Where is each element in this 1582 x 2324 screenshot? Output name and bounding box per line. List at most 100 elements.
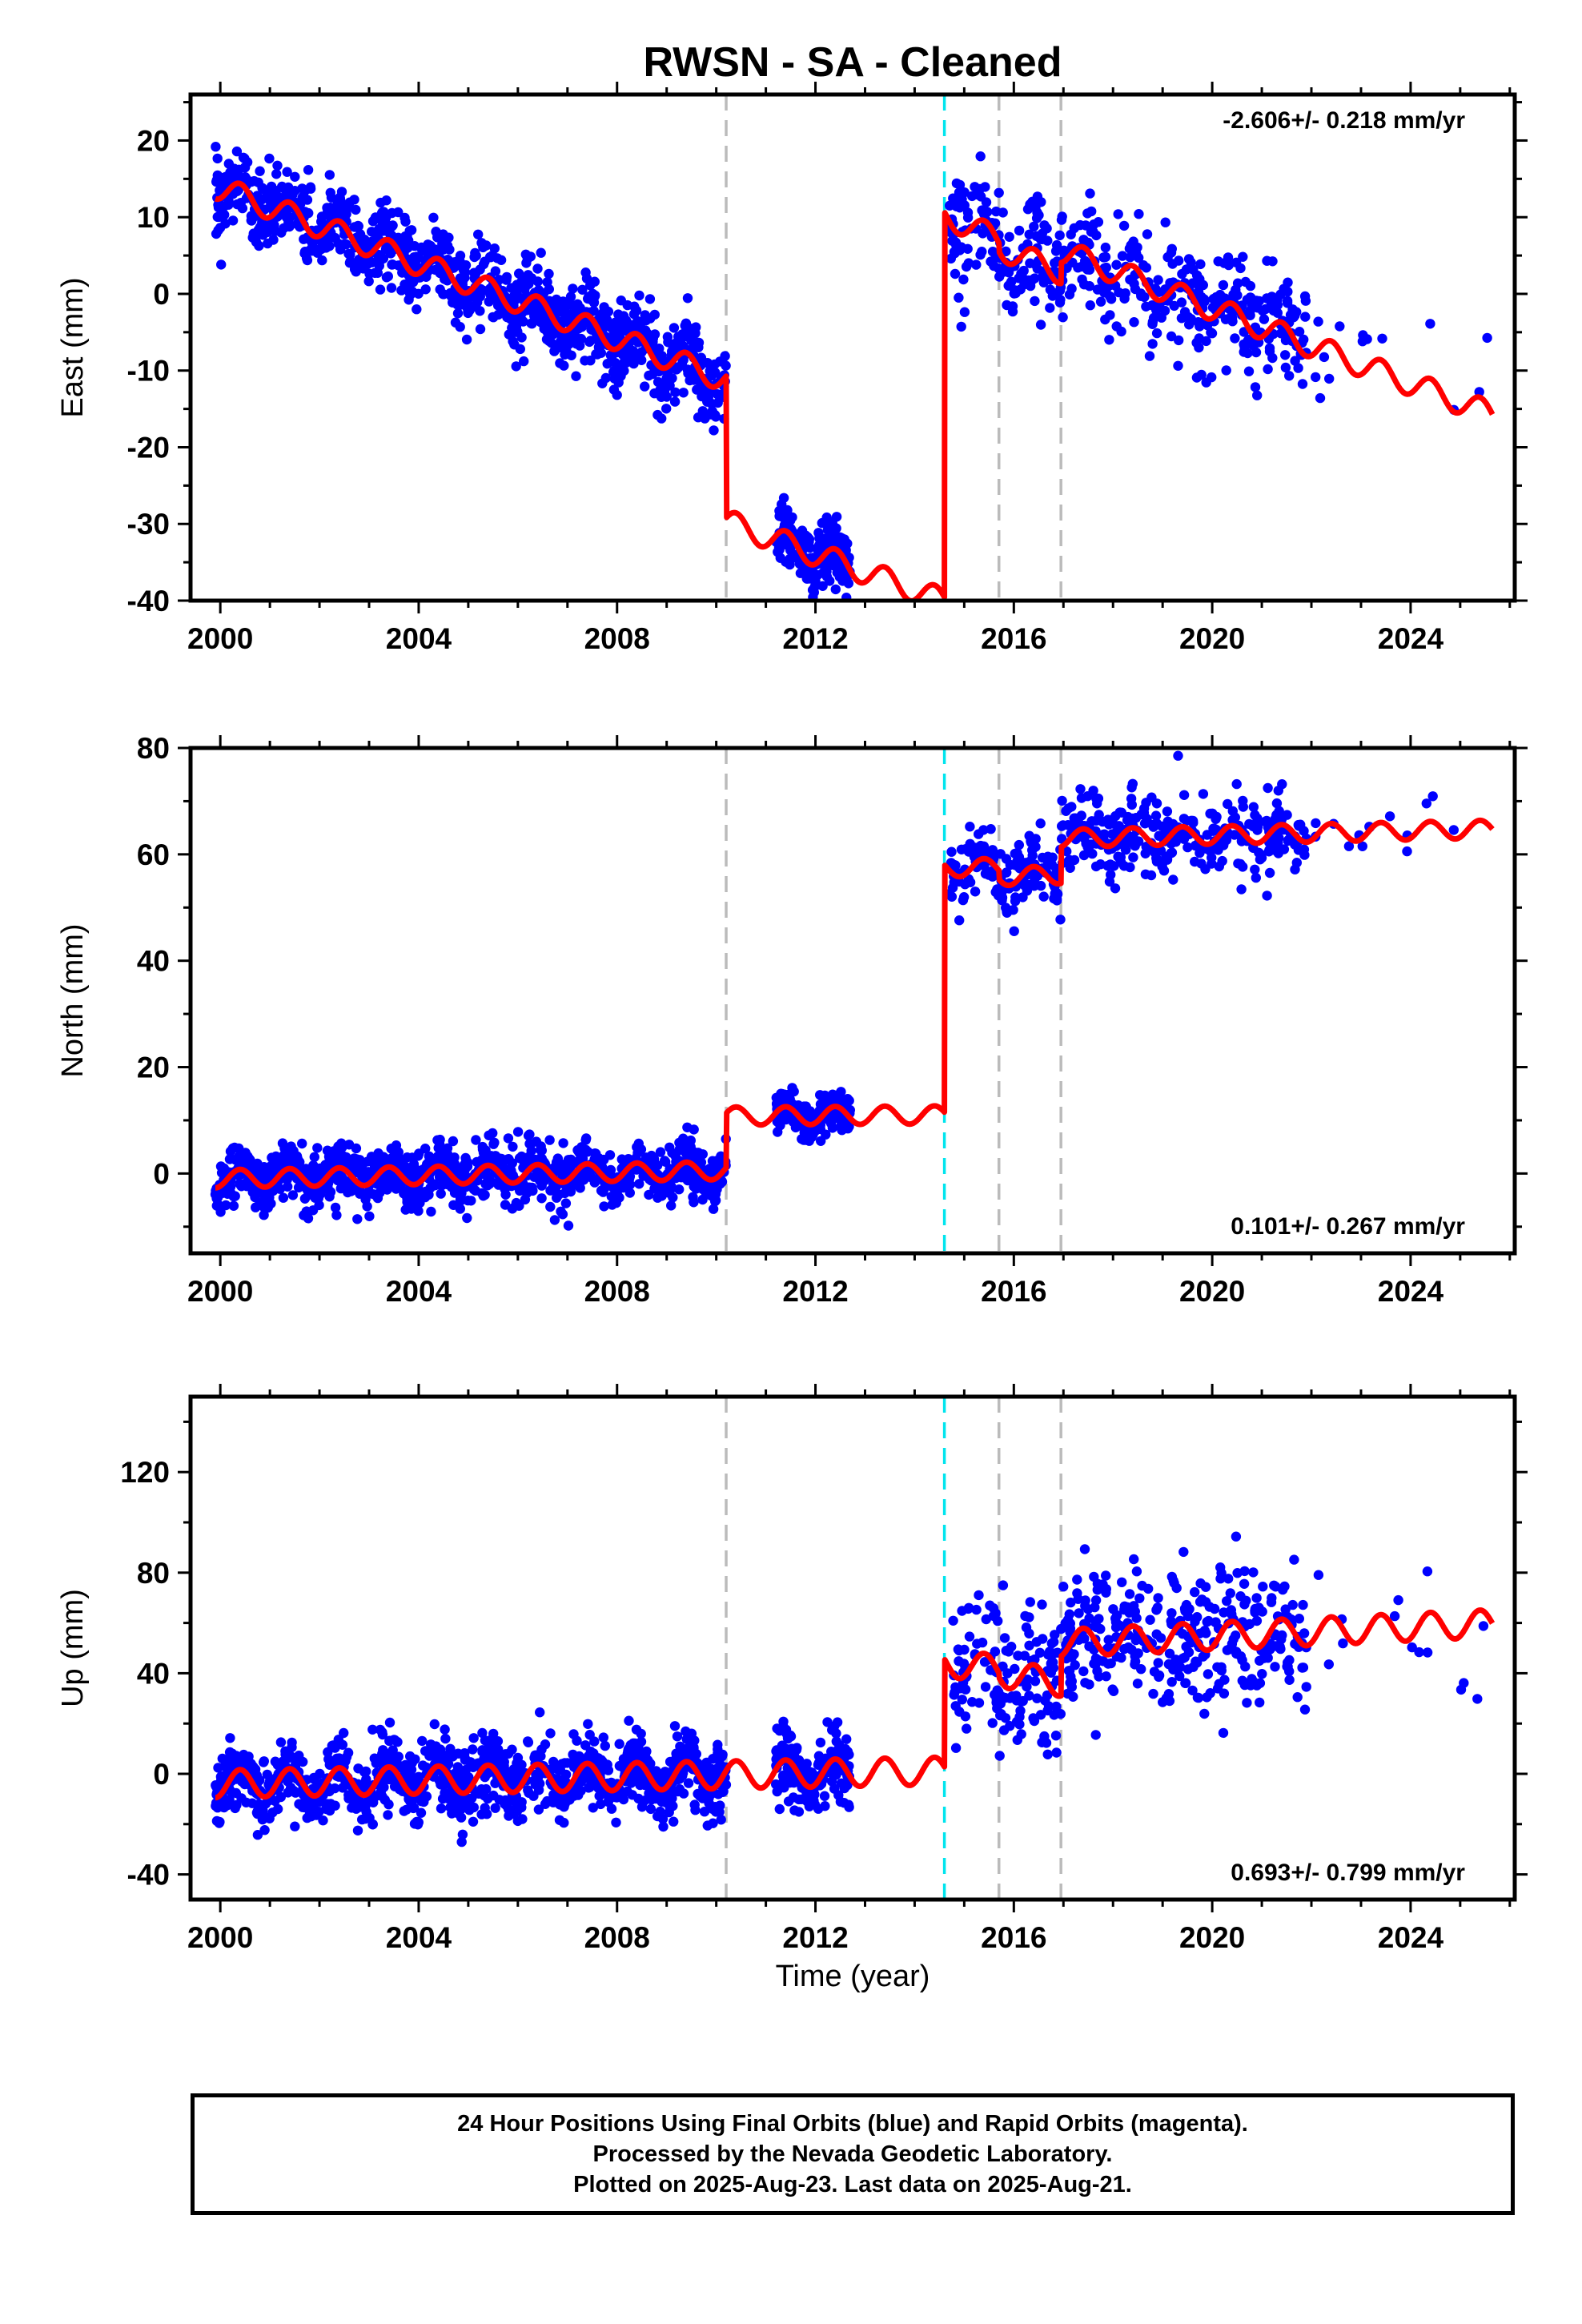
north-final-point: [273, 1160, 283, 1170]
north-final-point: [986, 824, 996, 834]
east-final-point: [669, 396, 681, 407]
north-final-point: [426, 1206, 436, 1217]
north-final-point: [334, 1156, 344, 1166]
east-final-point: [471, 251, 481, 261]
east-final-point: [649, 388, 660, 399]
north-final-point: [1421, 798, 1432, 809]
east-final-point: [612, 324, 623, 335]
east-final-point: [271, 169, 282, 179]
north-final-point: [430, 1180, 440, 1191]
north-final-point: [1255, 849, 1267, 860]
north-final-point: [508, 1141, 518, 1152]
up-final-point: [627, 1790, 637, 1800]
east-x-tick-label: 2004: [386, 622, 452, 655]
north-final-point: [322, 1145, 333, 1156]
east-final-point: [1267, 292, 1277, 302]
north-final-point: [278, 1192, 289, 1203]
east-final-point: [1001, 246, 1011, 257]
east-final-point: [670, 387, 681, 398]
north-final-point: [1235, 858, 1246, 870]
up-final-point: [672, 1731, 683, 1742]
north-final-point: [549, 1215, 560, 1225]
north-final-point: [970, 887, 981, 897]
east-final-point: [239, 163, 250, 173]
north-final-point: [599, 1201, 609, 1212]
east-final-point: [1054, 230, 1065, 241]
east-rapid-point: [0, 193, 5, 203]
east-final-point: [597, 308, 608, 318]
north-final-point: [1236, 884, 1247, 895]
east-final-point: [1162, 251, 1173, 263]
east-final-point: [216, 259, 227, 270]
north-final-point: [325, 1187, 336, 1197]
east-final-point: [1147, 339, 1158, 349]
north-final-point: [477, 1141, 488, 1152]
up-final-point: [468, 1816, 479, 1827]
north-final-point: [987, 845, 998, 855]
north-final-point: [674, 1144, 685, 1154]
east-final-point: [360, 243, 371, 253]
up-final-point: [417, 1735, 428, 1747]
north-final-point: [1190, 856, 1200, 867]
north-final-point: [504, 1154, 514, 1164]
east-final-point: [972, 189, 982, 200]
east-final-point: [798, 534, 809, 545]
north-final-point: [523, 1152, 534, 1163]
north-final-point: [1030, 842, 1041, 852]
north-final-point: [488, 1139, 499, 1149]
north-final-point: [312, 1143, 323, 1153]
east-rapid-point: [0, 186, 5, 195]
east-final-point: [262, 189, 272, 199]
north-model-line: [213, 817, 1495, 1191]
east-final-point: [1230, 333, 1240, 344]
east-final-point: [227, 215, 239, 226]
up-final-point: [252, 1830, 263, 1840]
east-final-point: [1425, 319, 1435, 329]
north-final-point: [1299, 844, 1310, 854]
north-final-scatter-1: [771, 1083, 856, 1147]
east-final-point: [577, 284, 588, 295]
east-final-point: [341, 203, 351, 214]
up-final-point: [669, 1721, 681, 1731]
north-x-tick-label: 2008: [584, 1275, 650, 1308]
up-final-point: [689, 1799, 700, 1810]
east-final-point: [1034, 210, 1044, 220]
east-final-point: [808, 567, 818, 577]
east-final-point: [272, 160, 283, 171]
north-final-point: [1147, 819, 1158, 830]
north-final-point: [958, 895, 969, 906]
east-final-point: [620, 321, 631, 332]
east-final-point: [602, 359, 612, 369]
up-final-point: [512, 1806, 523, 1816]
east-x-tick-label: 2024: [1378, 622, 1444, 655]
east-final-point: [258, 230, 268, 240]
east-final-point: [1208, 294, 1219, 304]
north-final-point: [1126, 799, 1138, 810]
east-final-point: [425, 240, 436, 251]
east-final-point: [946, 253, 957, 264]
up-final-point: [594, 1791, 604, 1801]
east-final-point: [1139, 292, 1150, 303]
north-final-point: [954, 915, 965, 926]
east-final-point: [963, 258, 974, 268]
up-final-point: [586, 1777, 597, 1787]
east-final-point: [544, 268, 554, 279]
north-final-point: [288, 1145, 299, 1156]
east-final-scatter-0: [211, 142, 731, 436]
east-final-point: [1199, 294, 1210, 304]
north-final-point: [1038, 891, 1049, 902]
north-final-point: [685, 1135, 696, 1146]
north-final-point: [557, 1209, 568, 1220]
north-final-point: [644, 1189, 654, 1200]
east-final-point: [408, 252, 420, 263]
east-final-point: [843, 578, 854, 589]
east-final-point: [387, 207, 397, 219]
east-final-point: [630, 352, 641, 364]
east-final-point: [220, 219, 231, 229]
north-final-point: [441, 1178, 452, 1188]
east-final-point: [1268, 305, 1279, 316]
east-final-point: [959, 307, 970, 317]
north-final-point: [386, 1144, 396, 1154]
up-final-point: [572, 1735, 582, 1746]
east-final-point: [219, 210, 230, 220]
